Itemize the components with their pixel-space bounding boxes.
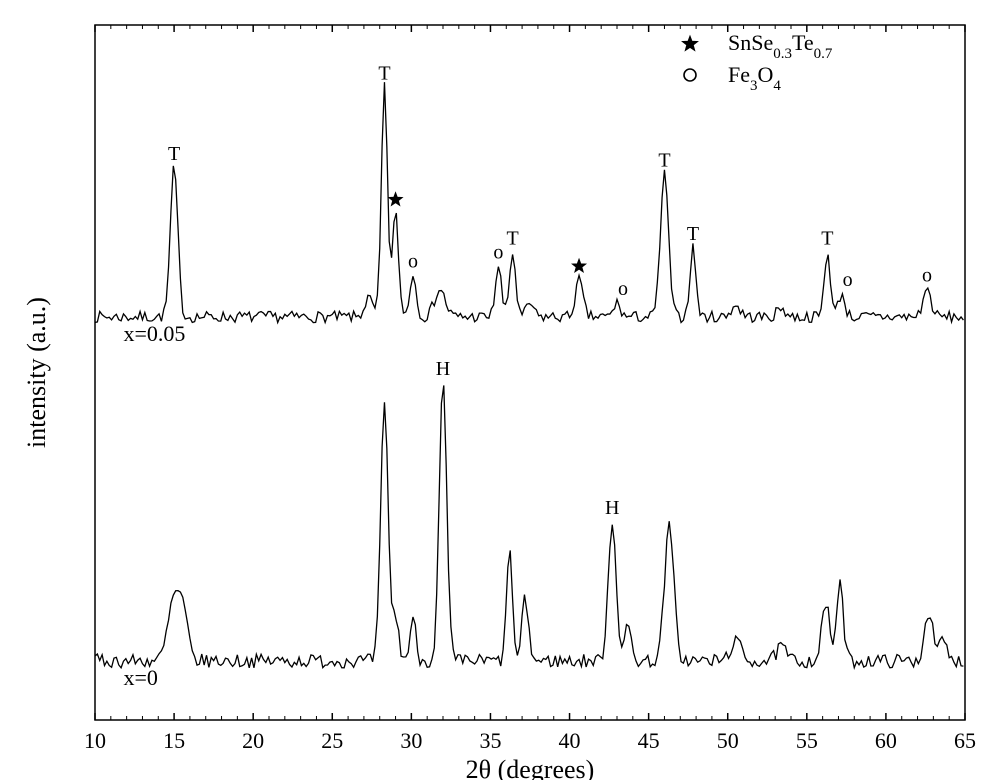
plot-area [95, 25, 965, 720]
x-tick-labels: 10 15 20 25 30 35 40 45 50 55 60 65 [84, 728, 976, 753]
svg-text:10: 10 [84, 728, 106, 753]
svg-text:15: 15 [163, 728, 185, 753]
xrd-patterns [95, 82, 963, 668]
svg-text:55: 55 [796, 728, 818, 753]
peak-label: T [168, 143, 180, 165]
svg-text:20: 20 [242, 728, 264, 753]
peak-label: H [436, 358, 450, 380]
svg-text:65: 65 [954, 728, 976, 753]
svg-text:45: 45 [638, 728, 660, 753]
peak-label: T [506, 228, 518, 250]
circle-icon [684, 69, 696, 81]
xrd-pattern-x005 [95, 82, 963, 322]
legend-label: Fe3O4 [728, 62, 781, 94]
peak-label: o [922, 264, 932, 286]
peak-label: T [821, 228, 833, 250]
y-axis-label: intensity (a.u.) [22, 297, 51, 448]
svg-text:50: 50 [717, 728, 739, 753]
x-axis-ticks [95, 713, 965, 720]
series-label-x0: x=0 [123, 665, 157, 690]
legend: SnSe0.3Te0.7Fe3O4 [682, 30, 833, 94]
peak-label: o [843, 269, 853, 291]
svg-text:30: 30 [400, 728, 422, 753]
peak-label: T [658, 150, 670, 172]
xrd-chart: 10 15 20 25 30 35 40 45 50 55 60 65 2θ (degrees) in… [0, 0, 1000, 780]
legend-label: SnSe0.3Te0.7 [728, 30, 833, 62]
peak-label: o [408, 251, 418, 273]
svg-text:60: 60 [875, 728, 897, 753]
star-icon [572, 259, 585, 272]
peak-label: H [605, 497, 619, 519]
xrd-pattern-x0 [95, 385, 963, 667]
series-label-x005: x=0.05 [123, 321, 185, 346]
peak-label: T [687, 223, 699, 245]
peak-label: o [493, 241, 503, 263]
peak-labels: TTooToTTTooHH [168, 63, 932, 519]
star-icon [682, 36, 697, 50]
svg-text:35: 35 [479, 728, 501, 753]
x-axis-ticks-top [95, 25, 965, 32]
star-icon [389, 193, 402, 206]
chart-svg: 10 15 20 25 30 35 40 45 50 55 60 65 2θ (degrees) in… [0, 0, 1000, 780]
peak-label: T [378, 63, 390, 85]
series-labels: x=0.05 x=0 [123, 321, 185, 690]
svg-text:40: 40 [559, 728, 581, 753]
peak-label: o [618, 278, 628, 300]
x-axis-label: 2θ (degrees) [466, 755, 595, 780]
svg-text:25: 25 [321, 728, 343, 753]
